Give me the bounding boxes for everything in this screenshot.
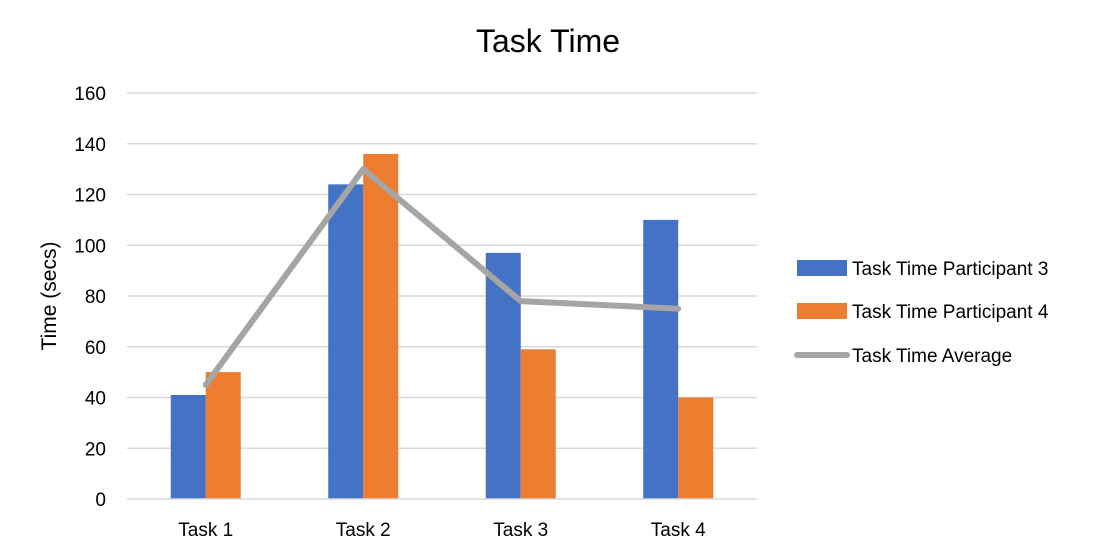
bar bbox=[520, 349, 556, 499]
y-tick-label: 160 bbox=[74, 84, 106, 105]
y-axis-label: Time (secs) bbox=[38, 242, 61, 351]
bar bbox=[205, 372, 241, 499]
bar bbox=[328, 184, 364, 499]
legend-label: Task Time Participant 4 bbox=[852, 302, 1049, 323]
y-tick-label: 60 bbox=[85, 338, 106, 359]
y-tick-label: 40 bbox=[85, 389, 106, 410]
y-tick-label: 0 bbox=[95, 490, 106, 511]
y-tick-label: 120 bbox=[74, 186, 106, 207]
legend: Task Time Participant 3 Task Time Partici… bbox=[794, 259, 1049, 367]
chart-title: Task Time bbox=[476, 23, 620, 59]
legend-swatch bbox=[797, 303, 847, 319]
legend-swatch bbox=[797, 260, 847, 276]
y-tick-label: 100 bbox=[74, 236, 106, 257]
bar bbox=[363, 153, 399, 499]
x-tick-label: Task 4 bbox=[651, 520, 706, 541]
x-tick-label: Task 2 bbox=[336, 520, 391, 541]
y-tick-label: 80 bbox=[85, 287, 106, 308]
legend-label: Task Time Average bbox=[852, 346, 1012, 367]
x-tick-label: Task 3 bbox=[493, 520, 548, 541]
y-tick-label: 140 bbox=[74, 135, 106, 156]
y-tick-label: 20 bbox=[85, 439, 106, 460]
y-axis-ticks: 0 20 40 60 80 100 120 140 160 bbox=[74, 84, 106, 511]
legend-label: Task Time Participant 3 bbox=[852, 259, 1048, 280]
series-lines bbox=[202, 166, 682, 388]
bars bbox=[170, 153, 714, 499]
bar bbox=[643, 219, 679, 499]
average-line bbox=[202, 166, 682, 388]
bar bbox=[678, 397, 714, 499]
x-tick-label: Task 1 bbox=[178, 520, 233, 541]
x-axis-ticks: Task 1 Task 2 Task 3 Task 4 bbox=[178, 520, 706, 541]
bar bbox=[170, 394, 206, 499]
